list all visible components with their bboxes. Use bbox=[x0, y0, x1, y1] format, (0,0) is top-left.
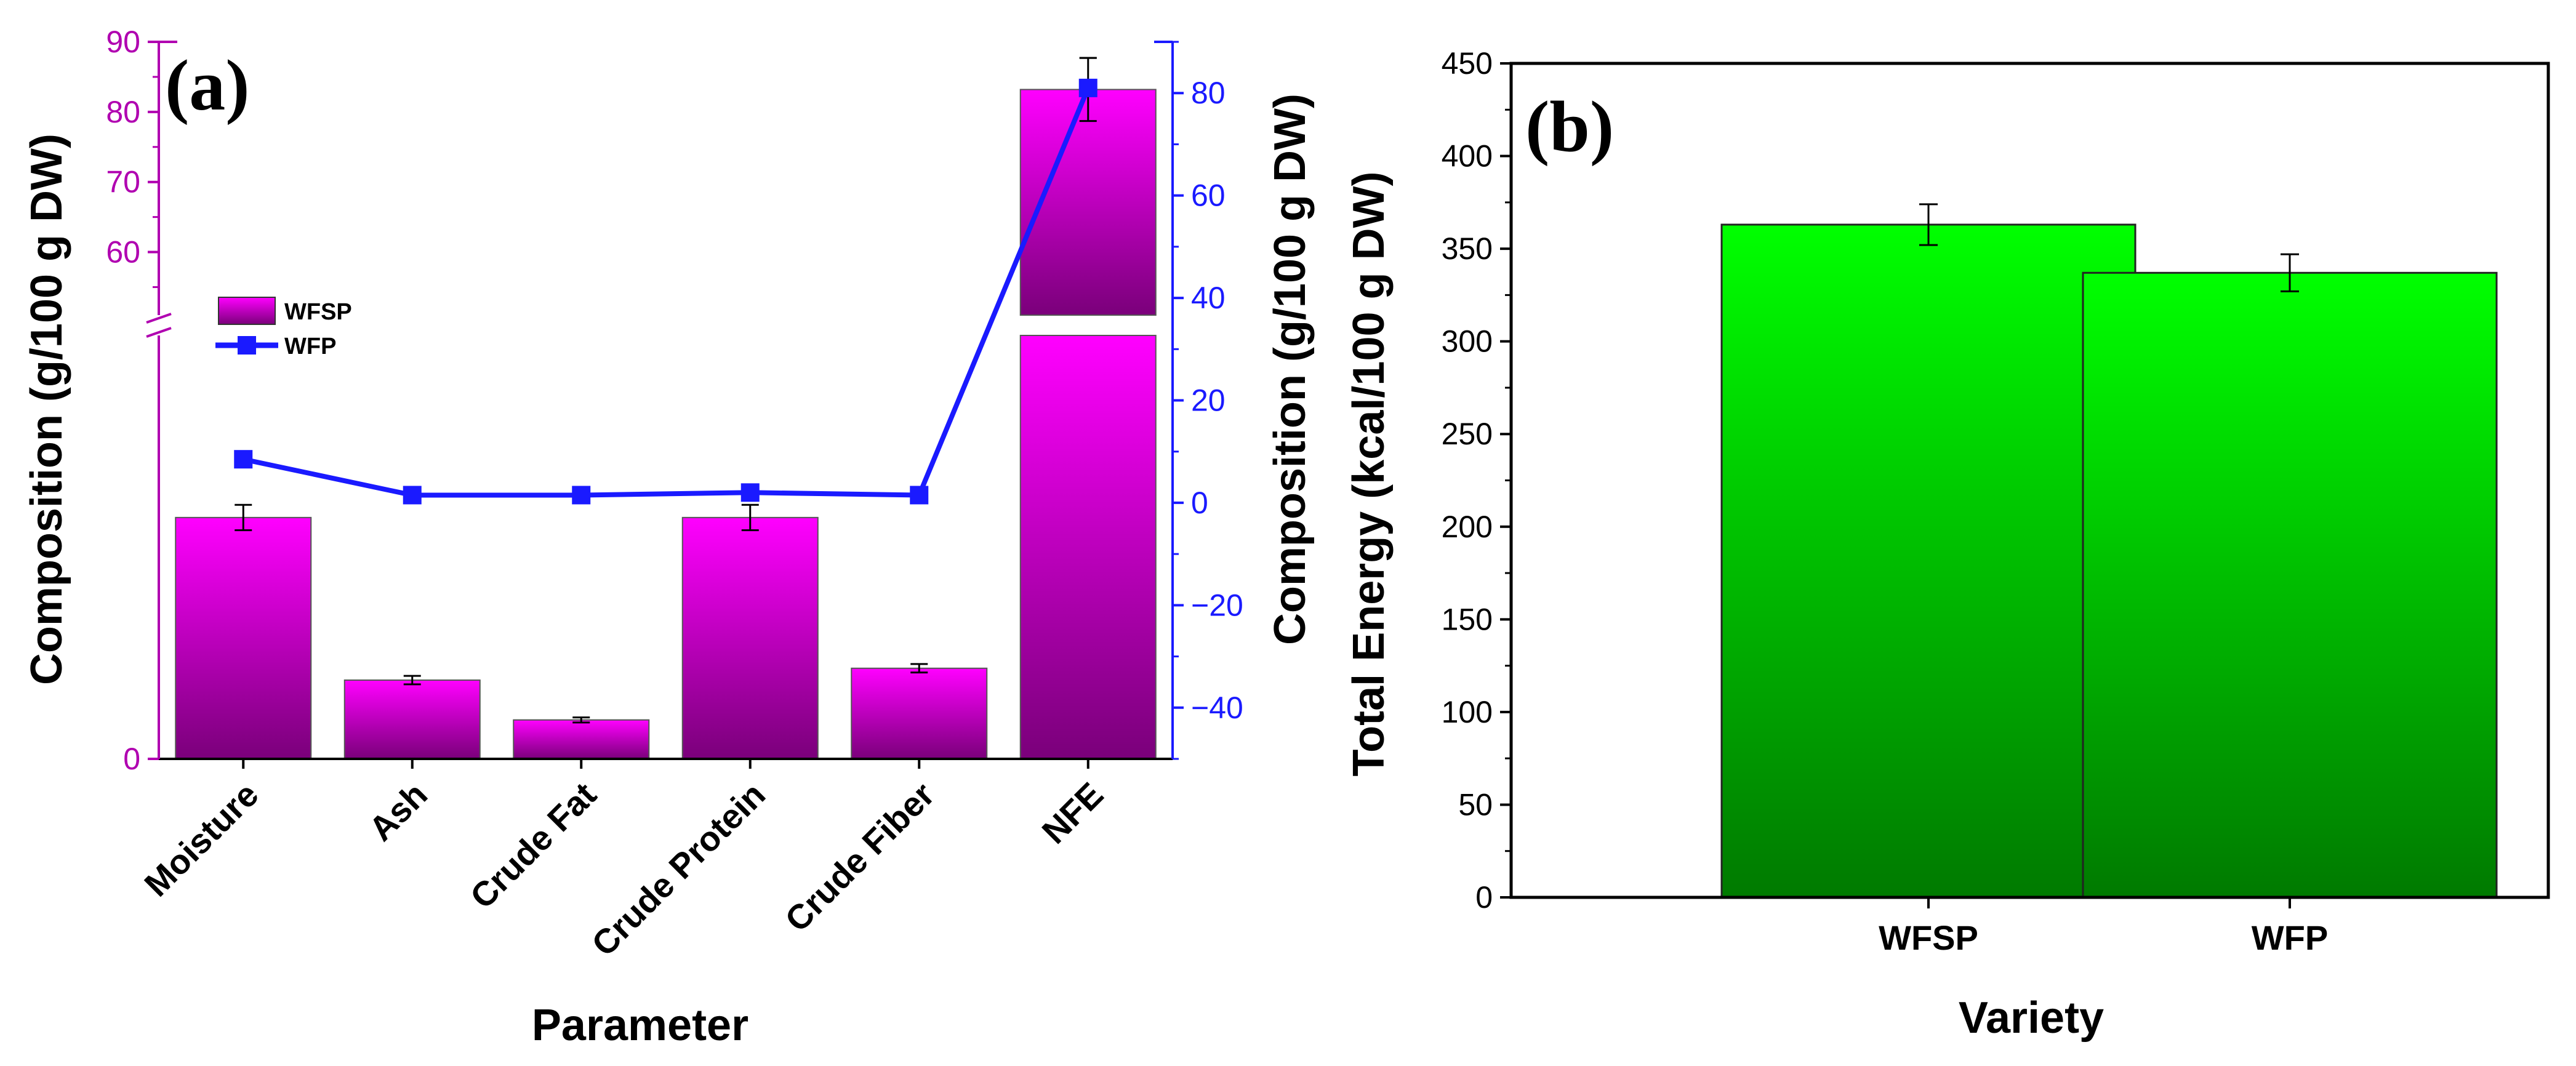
panel-a-bars bbox=[175, 89, 1157, 760]
panel-b-category-labels: WFSP WFP bbox=[1879, 897, 2328, 957]
bar-wfp bbox=[2082, 271, 2498, 899]
panel-a-label: (a) bbox=[165, 45, 250, 126]
y-tick-label-50: 50 bbox=[1458, 787, 1493, 822]
right-tick-label-20: 20 bbox=[1191, 383, 1226, 418]
bar-wfsp-crude-protein bbox=[681, 516, 819, 760]
bar-wfsp-crude-fiber bbox=[851, 667, 988, 759]
y-tick-label-400: 400 bbox=[1442, 139, 1493, 174]
y-tick-label-350: 350 bbox=[1442, 231, 1493, 266]
right-tick-label--40: −40 bbox=[1191, 691, 1243, 725]
panel-b-y-ticks: 0 50 100 150 200 250 300 350 400 450 bbox=[1442, 46, 1511, 915]
left-tick-label-90: 90 bbox=[106, 25, 140, 59]
y-tick-label-450: 450 bbox=[1442, 46, 1493, 81]
panel-a-ylabel-left: Composition (g/100 g DW) bbox=[22, 134, 71, 685]
x-tick-label-crude-fiber: Crude Fiber bbox=[777, 775, 942, 939]
y-tick-label-300: 300 bbox=[1442, 324, 1493, 359]
bar-wfsp bbox=[1720, 223, 2137, 899]
wfp-point-crude-fiber bbox=[910, 486, 929, 505]
panel-a-xlabel: Parameter bbox=[532, 1001, 748, 1050]
x-tick-label-nfe: NFE bbox=[1034, 775, 1110, 851]
legend-wfp-label: WFP bbox=[284, 334, 336, 359]
y-tick-label-100: 100 bbox=[1442, 695, 1493, 729]
wfp-point-ash bbox=[403, 486, 422, 505]
legend-wfp-marker bbox=[238, 336, 256, 355]
panel-b-xlabel: Variety bbox=[1959, 993, 2104, 1043]
panel-a-right-ticks: −40 −20 0 20 40 60 80 bbox=[1173, 41, 1243, 760]
bar-wfsp-ash bbox=[343, 679, 481, 759]
y-tick-label-0: 0 bbox=[1475, 880, 1493, 915]
panel-a-chart: 0 60 70 80 90 −40 −20 0 20 40 60 80 Moisture Ash Cru… bbox=[22, 25, 1315, 1050]
bar-wfsp-moisture bbox=[175, 516, 312, 760]
bar-wfsp-crude-fat bbox=[513, 719, 650, 759]
y-tick-label-200: 200 bbox=[1442, 510, 1493, 544]
x-tick-label-wfsp: WFSP bbox=[1879, 918, 1978, 957]
panel-a-error-bars bbox=[235, 57, 1097, 724]
x-tick-label-wfp: WFP bbox=[2252, 918, 2328, 957]
wfp-point-nfe bbox=[1078, 78, 1097, 97]
panel-b-ylabel: Total Energy (kcal/100 g DW) bbox=[1344, 172, 1394, 777]
y-tick-label-150: 150 bbox=[1442, 602, 1493, 636]
right-tick-label-60: 60 bbox=[1191, 178, 1226, 213]
left-tick-label-80: 80 bbox=[106, 95, 140, 129]
x-tick-label-crude-protein: Crude Protein bbox=[584, 775, 772, 963]
wfp-point-crude-protein bbox=[740, 483, 760, 502]
x-tick-label-ash: Ash bbox=[361, 775, 435, 848]
right-tick-label-0: 0 bbox=[1191, 486, 1208, 520]
wfp-series-line bbox=[243, 87, 1091, 498]
panel-a-ylabel-right: Composition (g/100 g DW) bbox=[1266, 94, 1315, 645]
y-tick-label-250: 250 bbox=[1442, 417, 1493, 451]
left-tick-label-70: 70 bbox=[106, 165, 140, 199]
wfp-point-moisture bbox=[234, 450, 253, 469]
panel-b-bars bbox=[1720, 223, 2498, 899]
left-tick-label-0: 0 bbox=[123, 742, 140, 776]
panel-a-left-ticks: 0 60 70 80 90 bbox=[106, 25, 159, 776]
x-tick-label-moisture: Moisture bbox=[137, 775, 266, 904]
right-tick-label--20: −20 bbox=[1191, 588, 1243, 622]
legend-wfsp-label: WFSP bbox=[284, 299, 352, 325]
x-tick-label-crude-fat: Crude Fat bbox=[462, 775, 603, 916]
panel-b-label: (b) bbox=[1525, 86, 1614, 167]
panel-a-legend: WFSP WFP bbox=[215, 297, 352, 359]
left-tick-label-60: 60 bbox=[106, 235, 140, 270]
right-tick-label-80: 80 bbox=[1191, 76, 1226, 110]
right-tick-label-40: 40 bbox=[1191, 281, 1226, 315]
bar-wfsp-nfe-lower bbox=[1019, 335, 1157, 759]
wfp-point-crude-fat bbox=[572, 486, 591, 505]
legend-wfsp-swatch bbox=[218, 297, 276, 325]
panel-a-wfp-line bbox=[234, 78, 1097, 505]
panel-a-axis-break-mark-1 bbox=[146, 313, 172, 324]
panel-a-axis-break-mark-2 bbox=[146, 327, 172, 338]
panel-b-error-bars bbox=[1919, 203, 2299, 292]
